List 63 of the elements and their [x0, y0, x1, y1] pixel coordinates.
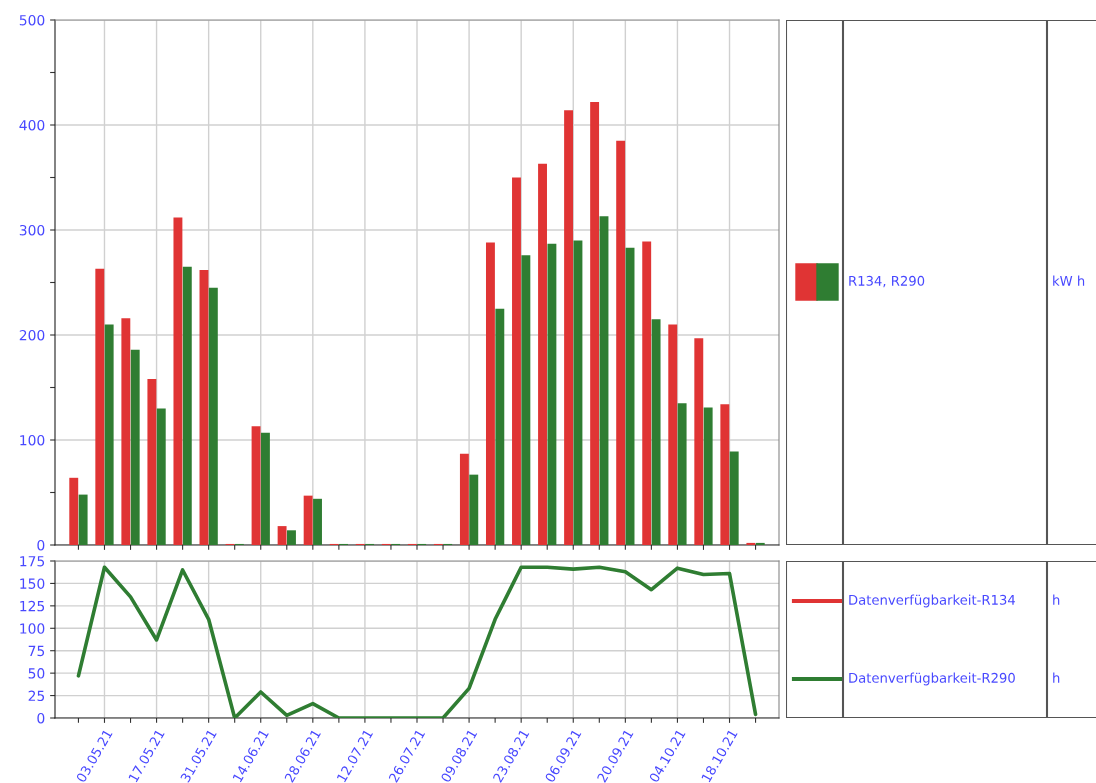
bar — [303, 495, 313, 545]
y-tick-label: 100 — [20, 434, 45, 446]
bar — [642, 241, 652, 545]
legend-label: Datenverfügbarkeit-R134 — [849, 594, 1016, 608]
text: h — [1053, 594, 1060, 605]
bar — [703, 407, 713, 545]
y-tick-label: 125 — [20, 600, 45, 612]
bar — [469, 474, 479, 545]
text: h — [1053, 672, 1060, 683]
bar — [121, 318, 131, 545]
bar — [729, 451, 739, 545]
y-tick-label: 0 — [37, 539, 45, 551]
bar — [590, 101, 600, 545]
text: kW h — [1053, 275, 1085, 286]
bar — [495, 308, 505, 545]
legend-label: Datenverfügbarkeit-R290 — [849, 672, 1015, 686]
bar — [78, 494, 88, 545]
bar — [694, 338, 704, 545]
bar — [599, 216, 609, 545]
bar — [313, 498, 322, 545]
bar — [173, 217, 183, 545]
bar — [485, 242, 495, 545]
bar — [182, 266, 192, 545]
bar — [208, 287, 218, 545]
bar — [564, 110, 574, 545]
bar — [251, 426, 261, 545]
y-tick-label: 50 — [28, 668, 45, 679]
legend-title: R134, R290 — [849, 275, 925, 288]
y-tick-label: 0 — [37, 712, 45, 724]
y-tick-label: 75 — [28, 645, 45, 657]
y-tick-label: 25 — [28, 690, 45, 702]
bar — [287, 530, 296, 545]
bar — [538, 163, 547, 545]
bar — [130, 349, 140, 545]
bar — [668, 324, 678, 545]
bar — [199, 269, 209, 545]
y-tick-label: 100 — [20, 623, 45, 634]
bar — [69, 477, 79, 545]
y-tick-label: 400 — [19, 119, 45, 131]
y-tick-label: 300 — [19, 224, 45, 236]
bar — [573, 240, 583, 545]
bar — [104, 324, 114, 545]
bar — [651, 319, 661, 545]
bar — [746, 542, 756, 545]
bar — [677, 403, 687, 545]
line-series — [76, 565, 758, 718]
bar — [720, 404, 730, 545]
bar — [95, 268, 105, 545]
y-tick-label: 175 — [20, 556, 45, 567]
bar — [625, 247, 635, 545]
bar — [755, 542, 765, 545]
bar — [277, 526, 287, 545]
bar — [521, 255, 531, 545]
bar — [616, 140, 626, 545]
y-tick-label: 500 — [19, 14, 45, 26]
y-tick-label: 150 — [20, 578, 45, 589]
bar — [547, 243, 557, 545]
bar — [459, 453, 469, 545]
y-tick-label: 200 — [19, 329, 45, 341]
bar — [512, 177, 521, 545]
bar — [260, 432, 270, 545]
bar — [147, 379, 157, 545]
bar — [156, 408, 166, 545]
